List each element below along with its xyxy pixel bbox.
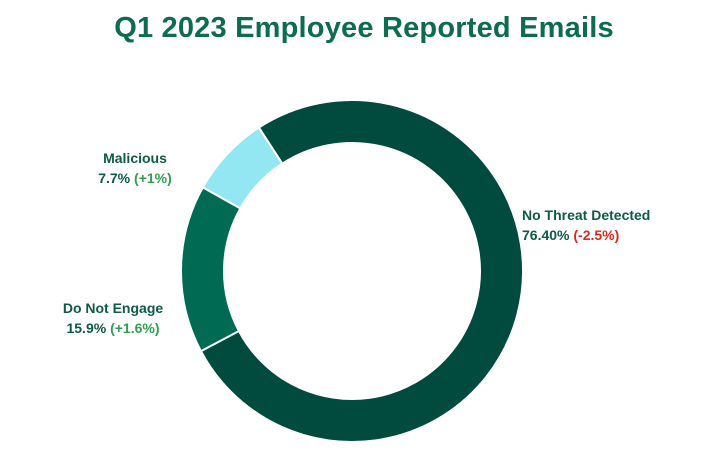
slice-no-threat-detected: [199, 99, 524, 443]
label-do-not-engage: Do Not Engage 15.9% (+1.6%): [33, 298, 193, 338]
label-malicious-name: Malicious: [103, 150, 167, 166]
slice-malicious: [201, 126, 284, 210]
label-no-threat-change: (-2.5%): [573, 227, 620, 243]
label-malicious-value: 7.7%: [98, 170, 131, 186]
label-do-not-engage-name: Do Not Engage: [62, 300, 164, 316]
label-no-threat-name: No Threat Detected: [522, 207, 651, 223]
label-do-not-engage-change: (+1.6%): [110, 320, 160, 336]
label-no-threat: No Threat Detected 76.40% (-2.5%): [522, 205, 650, 245]
label-no-threat-value: 76.40%: [522, 227, 570, 243]
label-malicious: Malicious 7.7% (+1%): [70, 148, 200, 188]
chart-title: Q1 2023 Employee Reported Emails: [114, 12, 614, 44]
label-malicious-change: (+1%): [134, 170, 172, 186]
label-do-not-engage-value: 15.9%: [66, 320, 107, 336]
